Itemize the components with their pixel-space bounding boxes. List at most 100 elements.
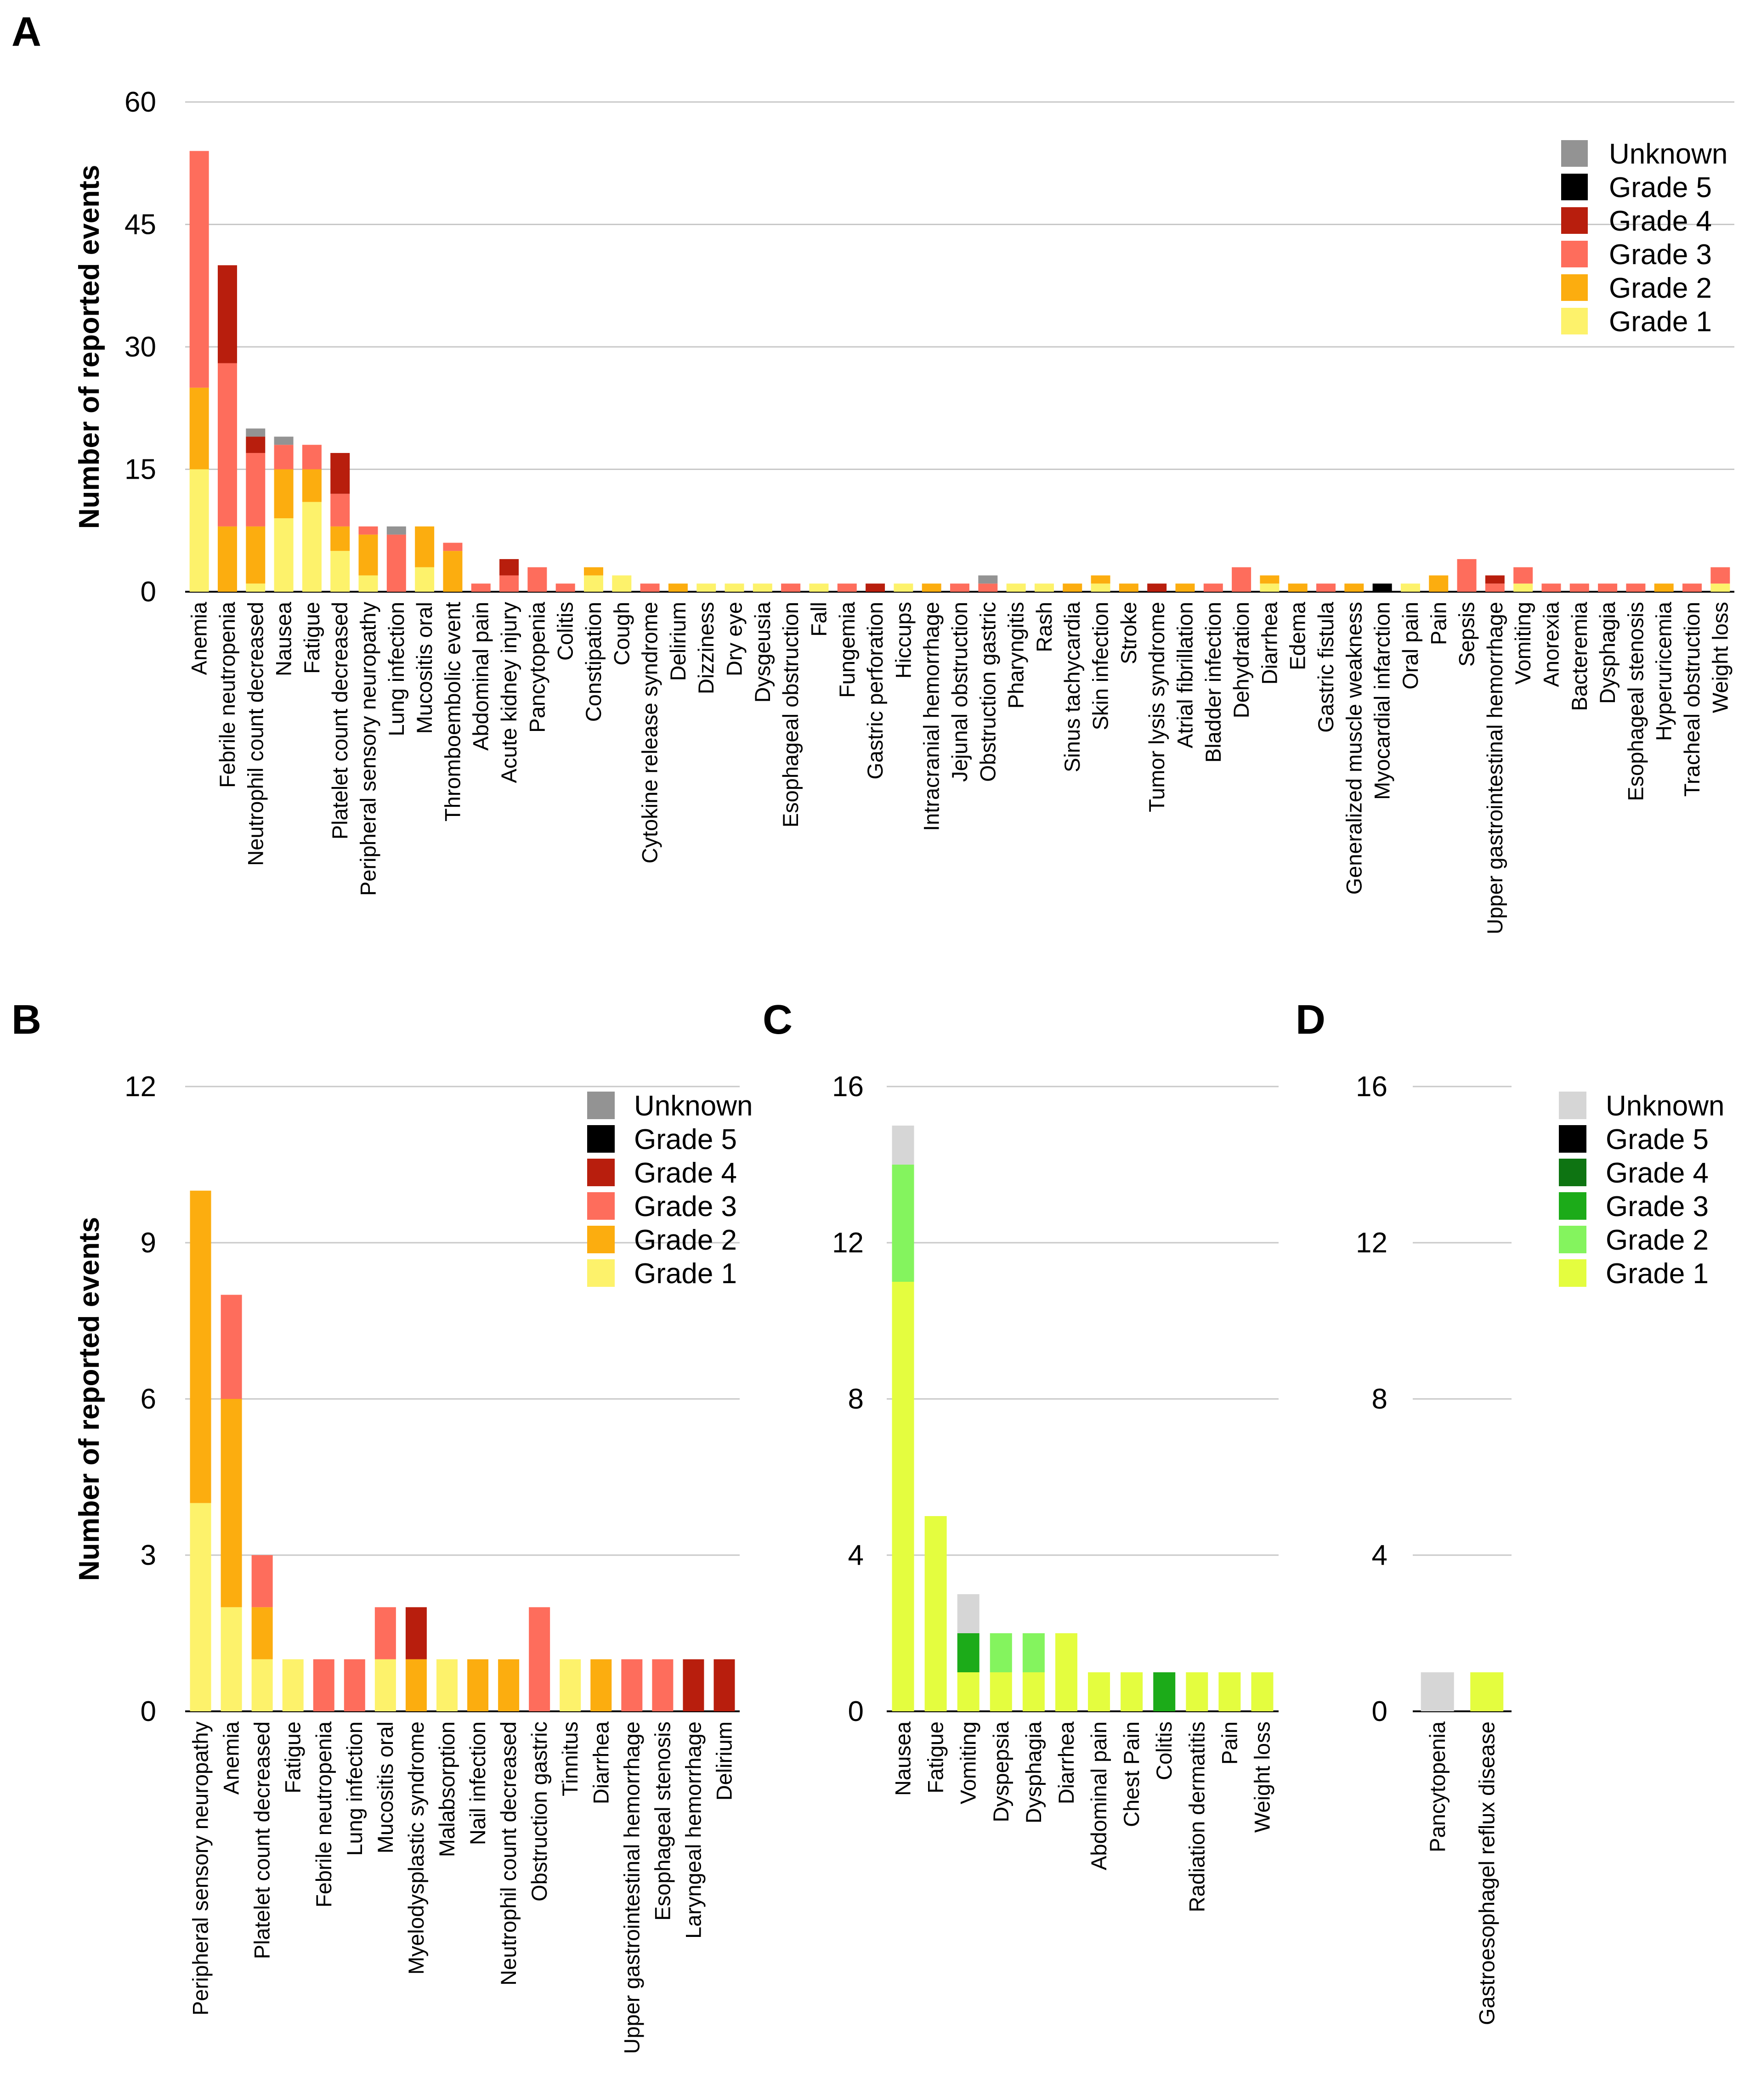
x-tick-label: Myocardial infarction [1370,602,1394,800]
x-tick-label: Obstruction gastric [975,602,1000,782]
bar-esophageal-stenosis-grade-3 [1626,583,1646,592]
legend-label-grade-3: Grade 3 [1606,1191,1709,1223]
bar-lung-infection-grade-3 [386,534,406,592]
bar-pancytopenia-unknown [1421,1672,1454,1711]
bar-nausea-grade-1 [892,1282,914,1711]
bar-peripheral-sensory-neuropathy-grade-2 [190,1190,211,1503]
y-tick-label: 12 [1356,1227,1387,1259]
panel-letter-a: A [11,9,41,55]
bar-nail-infection-grade-2 [467,1659,489,1711]
x-tick-label: Thromboembolic event [440,602,464,821]
bar-fungemia-grade-3 [837,583,857,592]
bar-mucositis-oral-grade-1 [415,567,435,592]
legend-label-grade-2: Grade 2 [634,1224,737,1256]
bar-dry-eye-grade-1 [725,583,744,592]
x-tick-label: Myelodysplastic syndrome [404,1721,428,1975]
x-tick-label: Oral pain [1398,602,1422,690]
y-tick-label: 8 [848,1383,864,1415]
bar-bacteremia-grade-3 [1569,583,1589,592]
y-tick-label: 0 [141,576,156,608]
x-tick-label: Rash [1032,602,1056,652]
bar-acute-kidney-injury-grade-4 [499,559,519,576]
bar-anorexia-grade-3 [1541,583,1561,592]
x-tick-label: Dysgeusia [750,601,775,702]
y-tick-label: 12 [832,1227,864,1259]
bar-peripheral-sensory-neuropathy-grade-1 [358,575,378,592]
bar-myelodysplastic-syndrome-grade-2 [405,1659,427,1711]
bar-upper-gastrointestinal-hemorrhage-grade-3 [621,1659,643,1711]
bar-peripheral-sensory-neuropathy-grade-2 [358,534,378,576]
bar-oral-pain-grade-1 [1400,583,1420,592]
x-tick-label: Esophageal obstruction [778,602,803,827]
panel-b: B 0 3 6 9 12 Number of reported events Peripher… [11,997,753,2054]
y-tick-label: 4 [1372,1540,1387,1571]
bar-anemia-grade-3 [221,1295,242,1399]
bar-constipation-grade-2 [583,567,603,576]
panel-letter-d: D [1296,997,1325,1043]
bar-neutrophil-count-decreased-grade-1 [246,583,266,592]
x-tick-label: Edema [1285,601,1310,670]
bar-malabsorption-grade-1 [436,1659,458,1711]
bar-vomiting-grade-3 [1513,567,1533,584]
bar-anemia-grade-2 [189,387,209,470]
x-tick-label: Gastroesophagel reflux disease [1474,1721,1499,2025]
bar-sinus-tachycardia-grade-2 [1063,583,1082,592]
bar-thromboembolic-event-grade-2 [443,551,463,592]
bar-neutrophil-count-decreased-grade-2 [246,526,266,584]
bar-mucositis-oral-grade-3 [374,1607,396,1659]
legend-swatch-grade-5 [587,1125,615,1153]
legend-swatch-grade-2 [1559,1226,1586,1253]
bar-vomiting-grade-3 [957,1633,980,1672]
legend-label-unknown: Unknown [634,1090,753,1122]
bar-diarrhea-grade-1 [1055,1633,1077,1711]
bar-peripheral-sensory-neuropathy-grade-1 [190,1503,211,1711]
x-tick-label: Gastric perforation [863,602,887,780]
panel-letter-c: C [763,997,793,1043]
x-tick-label: Mucositis oral [412,602,436,734]
bar-anemia-grade-1 [189,469,209,592]
x-tick-label: Diarrhea [1257,601,1281,685]
x-tick-label: Dysphagia [1595,601,1619,704]
bar-upper-gastrointestinal-hemorrhage-grade-3 [1485,583,1505,592]
bar-neutrophil-count-decreased-grade-4 [246,436,266,453]
bar-vomiting-unknown [957,1594,980,1633]
bar-neutrophil-count-decreased-grade-2 [498,1659,520,1711]
x-tick-label: Cytokine release syndrome [638,602,662,864]
bar-obstruction-gastric-unknown [978,575,998,584]
y-tick-label: 4 [848,1540,864,1571]
bar-platelet-count-decreased-grade-2 [251,1607,273,1659]
legend-swatch-grade-5 [1559,1125,1586,1153]
legend-label-grade-5: Grade 5 [1606,1124,1709,1155]
bar-fall-grade-1 [809,583,829,592]
x-tick-label: Tracheal obstruction [1680,602,1704,797]
bar-nausea-unknown [274,436,294,445]
bar-diarrhea-grade-2 [590,1659,612,1711]
x-tick-label: Constipation [581,602,606,722]
x-tick-label: Pain [1426,602,1450,645]
bar-abdominal-pain-grade-3 [471,583,491,592]
legend-swatch-grade-1 [1561,308,1588,334]
bar-platelet-count-decreased-grade-1 [330,551,350,592]
bar-weight-loss-grade-1 [1251,1672,1274,1711]
legend-swatch-grade-4 [1561,207,1588,234]
x-tick-label: Esophageal stenosis [1623,602,1648,801]
bar-delirium-grade-2 [668,583,688,592]
bar-fatigue-grade-1 [282,1659,304,1711]
x-tick-label: Cough [609,602,634,666]
legend-swatch-unknown [1561,140,1588,167]
legend-label-grade-1: Grade 1 [1606,1258,1709,1290]
legend-label-grade-1: Grade 1 [634,1258,737,1290]
x-tick-label: Pancytopenia [525,601,549,733]
x-tick-label: Platelet count decreased [328,602,352,839]
bar-dehydration-grade-3 [1232,567,1251,592]
bar-lung-infection-grade-3 [344,1659,365,1711]
y-tick-label: 45 [125,209,156,241]
x-tick-label: Chest Pain [1119,1721,1144,1827]
legend-label-grade-5: Grade 5 [634,1124,737,1155]
bar-skin-infection-grade-2 [1091,575,1110,584]
bar-neutrophil-count-decreased-unknown [246,428,266,437]
legend-swatch-grade-5 [1561,174,1588,200]
y-tick-label: 30 [125,331,156,363]
bar-nausea-grade-2 [274,469,294,519]
bar-fatigue-grade-1 [924,1516,947,1711]
